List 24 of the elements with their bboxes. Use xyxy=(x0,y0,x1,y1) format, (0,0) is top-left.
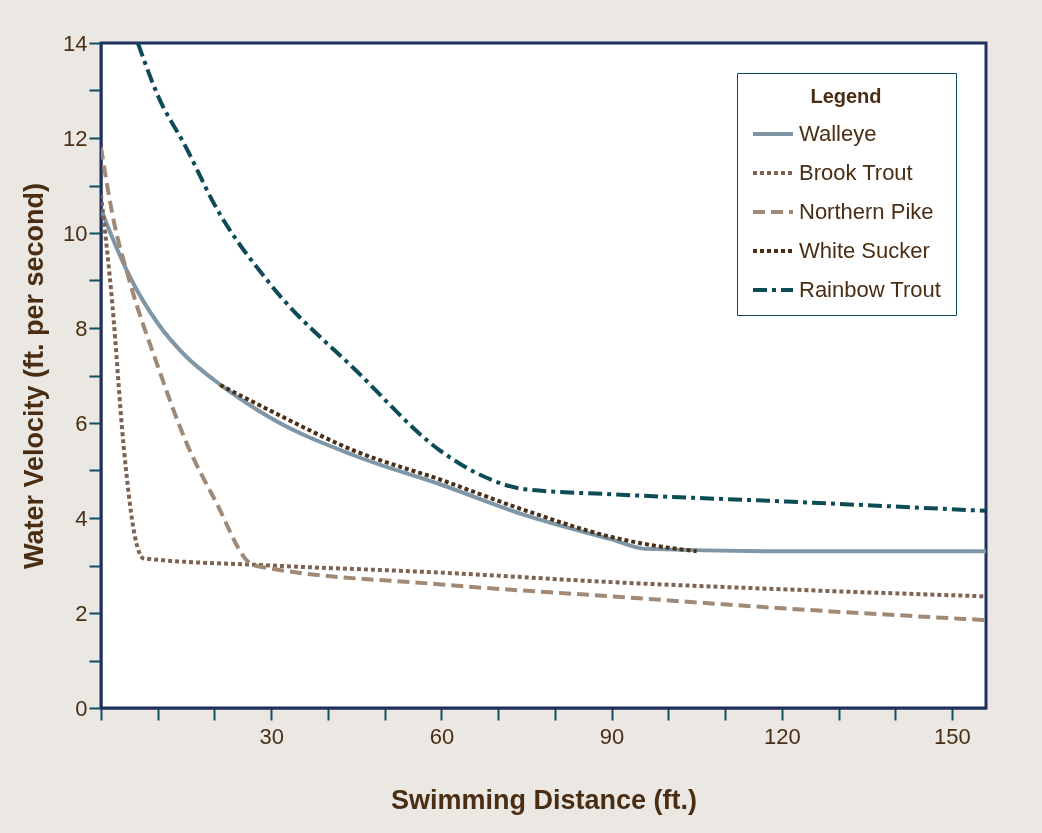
legend-label: White Sucker xyxy=(799,238,930,263)
x-tick-label: 150 xyxy=(934,723,971,749)
x-tick-label: 60 xyxy=(429,723,455,749)
y-tick-label: 10 xyxy=(63,220,88,246)
legend-label: Northern Pike xyxy=(799,199,934,224)
x-axis-title: Swimming Distance (ft.) xyxy=(390,784,698,815)
x-tick-label: 90 xyxy=(599,723,625,749)
y-tick-label: 12 xyxy=(63,125,88,151)
y-axis-title: Water Velocity (ft. per second) xyxy=(19,182,50,570)
line-series xyxy=(218,383,699,554)
y-tick-label: 0 xyxy=(75,695,88,721)
legend-label: Walleye xyxy=(799,121,877,146)
y-tick-label: 4 xyxy=(75,505,88,531)
y-tick-label: 14 xyxy=(63,30,88,56)
y-tick-label: 8 xyxy=(75,315,88,341)
legend-label: Brook Trout xyxy=(799,160,913,185)
legend-label: Rainbow Trout xyxy=(799,277,941,302)
line-series xyxy=(135,43,986,513)
y-tick-label: 6 xyxy=(75,410,88,436)
x-tick-label: 120 xyxy=(763,723,801,749)
y-tick-label: 2 xyxy=(75,600,88,626)
line-series xyxy=(101,145,986,623)
legend-title: Legend xyxy=(810,85,882,107)
x-tick-label: 30 xyxy=(259,723,284,749)
